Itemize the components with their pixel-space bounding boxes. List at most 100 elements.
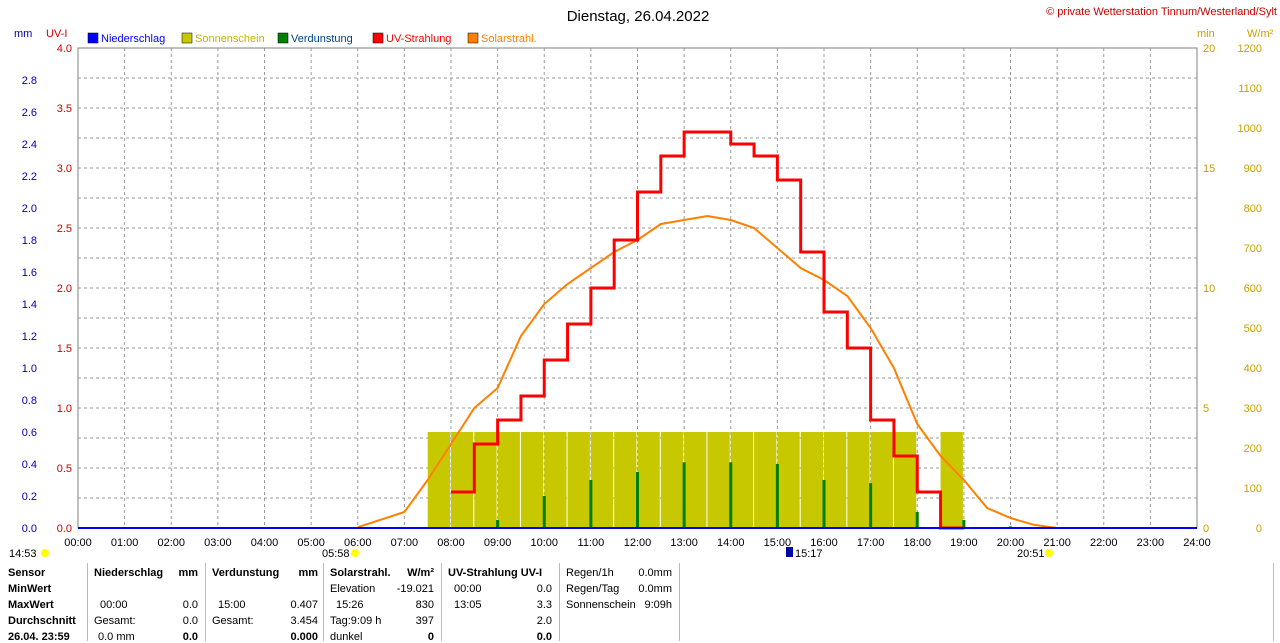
- stats-evap-total-label: Gesamt:: [212, 615, 254, 627]
- sunshine-bar: [451, 432, 474, 528]
- stats-solar-max-time: 15:26: [336, 599, 364, 611]
- moonset-label: 15:17: [795, 548, 823, 560]
- wm2-tick-label: 1200: [1238, 43, 1262, 55]
- time-markers: 14:53 05:58 15:17 20:51: [9, 547, 1053, 560]
- stats-evap-title: Verdunstung: [212, 567, 280, 579]
- moonrise-label: 14:53: [9, 548, 37, 560]
- stats-evap-unit: mm: [298, 567, 318, 579]
- mm-tick-label: 0.4: [22, 459, 37, 471]
- wm2-tick-label: 1000: [1238, 123, 1262, 135]
- legend-label: UV-Strahlung: [386, 33, 451, 45]
- stats-evap-max-time: 15:00: [218, 599, 246, 611]
- sunrise-label: 05:58: [322, 548, 350, 560]
- sunshine-bar: [567, 432, 590, 528]
- min-tick-label: 15: [1203, 163, 1215, 175]
- chart-axes: 00:00 01:00 02:00 03:00 04:00 05:00 06:00 07:00…: [22, 43, 1262, 549]
- x-tick-label: 13:00: [670, 537, 698, 549]
- x-tick-label: 05:00: [297, 537, 325, 549]
- wm2-tick-label: 300: [1244, 403, 1262, 415]
- statistics-table: Sensor MinWert MaxWert Durchschnitt 26.0…: [0, 563, 1280, 643]
- mm-tick-label: 2.0: [22, 203, 37, 215]
- mm-tick-label: 1.8: [22, 235, 37, 247]
- stats-max-label: MaxWert: [8, 599, 54, 611]
- stats-solar-day-label: Tag:9:09 h: [330, 615, 382, 627]
- x-tick-label: 09:00: [484, 537, 512, 549]
- stats-solar-dark-label: dunkel: [330, 631, 363, 643]
- wm2-tick-label: 900: [1244, 163, 1262, 175]
- sunshine-bar: [777, 432, 800, 528]
- sunshine-bar: [893, 432, 917, 528]
- stats-min-label: MinWert: [8, 583, 52, 595]
- mm-tick-label: 1.0: [22, 363, 37, 375]
- stats-uv-min-time: 00:00: [454, 583, 482, 595]
- stats-solar-elev-val: -19.021: [396, 583, 434, 595]
- sunshine-bar: [520, 432, 544, 528]
- sunshine-bar: [800, 432, 823, 528]
- mm-tick-label: 0.6: [22, 427, 37, 439]
- wm2-tick-label: 200: [1244, 443, 1262, 455]
- uv-tick-label: 2.0: [57, 283, 72, 295]
- wm2-tick-label: 700: [1244, 243, 1262, 255]
- x-tick-label: 14:00: [717, 537, 745, 549]
- wm2-tick-label: 500: [1244, 323, 1262, 335]
- solar-radiation-line: [357, 214, 1058, 529]
- stats-sensor-header: Sensor: [8, 567, 46, 579]
- stats-avg-label: Durchschnitt: [8, 615, 76, 627]
- min-tick-label: 20: [1203, 43, 1215, 55]
- mm-tick-label: 1.6: [22, 267, 37, 279]
- stats-uv-avg-val: 2.0: [536, 615, 552, 627]
- stats-uv-column: UV-Strahlung UV-I 00:00 0.0 13:05 3.3 2.…: [448, 563, 556, 643]
- wm2-tick-label: 600: [1244, 283, 1262, 295]
- unit-uv: UV-I: [46, 28, 67, 40]
- sunshine-bar: [637, 432, 660, 528]
- x-tick-label: 24:00: [1183, 537, 1211, 549]
- moon-icon: [41, 549, 49, 557]
- mm-tick-label: 2.6: [22, 107, 37, 119]
- stats-rain1h-label: Regen/1h: [566, 567, 614, 579]
- stats-evap-last-val: 0.000: [290, 631, 318, 643]
- sunshine-bar: [427, 432, 450, 528]
- mm-tick-label: 2.4: [22, 139, 37, 151]
- stats-uv-min-val: 0.0: [536, 583, 552, 595]
- legend-label: Sonnenschein: [195, 33, 265, 45]
- stats-uv-max-time: 13:05: [454, 599, 482, 611]
- legend-swatch: [467, 32, 479, 44]
- x-tick-label: 04:00: [251, 537, 279, 549]
- legend-swatch: [181, 32, 193, 44]
- uv-tick-label: 0.0: [57, 523, 72, 535]
- x-tick-label: 10:00: [530, 537, 558, 549]
- uv-tick-label: 1.0: [57, 403, 72, 415]
- mm-tick-label: 2.8: [22, 75, 37, 87]
- sunshine-bar: [847, 432, 870, 528]
- unit-mm: mm: [14, 28, 32, 40]
- stats-last-label: 26.04. 23:59: [8, 631, 70, 643]
- mm-tick-label: 0.2: [22, 491, 37, 503]
- uv-tick-label: 3.5: [57, 103, 72, 115]
- stats-evap-total-val: 3.454: [290, 615, 318, 627]
- uv-tick-label: 0.5: [57, 463, 72, 475]
- x-tick-label: 20:00: [997, 537, 1025, 549]
- sunshine-bar: [730, 432, 754, 528]
- stats-sensor-column: Sensor MinWert MaxWert Durchschnitt 26.0…: [8, 563, 88, 643]
- wm2-tick-label: 1100: [1238, 83, 1262, 95]
- x-tick-label: 00:00: [64, 537, 92, 549]
- legend-label: Solarstrahl.: [481, 33, 537, 45]
- x-tick-label: 02:00: [157, 537, 185, 549]
- sunshine-bar: [824, 432, 847, 528]
- x-tick-label: 18:00: [903, 537, 931, 549]
- x-tick-label: 23:00: [1137, 537, 1165, 549]
- stats-rainday-val: 0.0mm: [638, 583, 672, 595]
- stats-solar-title: Solarstrahl.: [330, 567, 391, 579]
- stats-rain-title: Niederschlag: [94, 567, 164, 579]
- stats-evap-max-val: 0.407: [290, 599, 318, 611]
- stats-uv-max-val: 3.3: [536, 599, 552, 611]
- sunshine-bar: [754, 432, 777, 528]
- stats-solar-column: Solarstrahl. W/m² Elevation -19.021 15:2…: [330, 563, 438, 643]
- uv-tick-label: 4.0: [57, 43, 72, 55]
- stats-uv-last-val: 0.0: [536, 631, 552, 643]
- stats-rain-unit: mm: [178, 567, 198, 579]
- chart-legend: Niederschlag Sonnenschein Verdunstung UV-St…: [87, 32, 537, 45]
- sunshine-bar: [707, 432, 730, 528]
- sunshine-bar: [474, 432, 497, 528]
- sunshine-bar: [684, 432, 707, 528]
